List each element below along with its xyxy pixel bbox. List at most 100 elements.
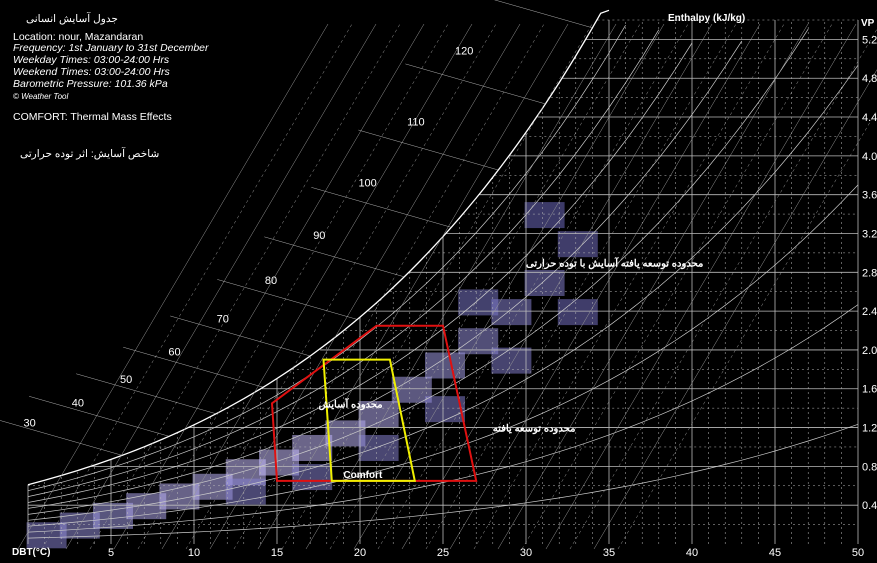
x-tick-label: 5 [108, 547, 114, 559]
rh-curve [27, 423, 859, 539]
vp-tick-label: 4.8 [862, 73, 877, 85]
enthalpy-line [617, 109, 877, 550]
rh-curve [27, 40, 743, 509]
enthalpy-leader [311, 187, 452, 228]
enthalpy-tick-label: 80 [265, 275, 277, 287]
enthalpy-tick-label: 30 [23, 417, 35, 429]
comfort-zones [270, 324, 478, 482]
rh-curve [27, 184, 859, 527]
enthalpy-axis-title: Enthalpy (kJ/kg) [668, 13, 746, 24]
zone-annotation: محدوده توسعه یافته [493, 424, 576, 435]
enthalpy-tick-label: 60 [168, 346, 180, 358]
enthalpy-line [353, 23, 665, 550]
pressure-text: Barometric Pressure: 101.36 kPa [13, 78, 168, 90]
enthalpy-line [305, 23, 617, 550]
enthalpy-leader [170, 315, 311, 357]
enthalpy-tick-label: 40 [72, 398, 84, 410]
saturation-curve [27, 9, 610, 486]
vp-tick-label: 0.4 [862, 500, 877, 512]
vp-tick-label: 2.0 [862, 345, 877, 357]
vp-tick-label: 5.2 [862, 34, 877, 46]
vp-axis-title: VP [861, 18, 875, 29]
enthalpy-leader [405, 63, 546, 105]
enthalpy-line [257, 23, 569, 550]
location-text: Location: nour, Mazandaran [13, 31, 144, 43]
enthalpy-line [545, 23, 857, 550]
enthalpy-leader [123, 346, 264, 388]
enthalpy-line [593, 69, 877, 550]
enthalpy-leader [76, 373, 217, 414]
enthalpy-tick-label: 50 [120, 374, 132, 386]
zone-annotation: Comfort [343, 470, 383, 481]
vp-tick-label: 4.4 [862, 112, 877, 124]
climate-density-cell [225, 478, 266, 505]
enthalpy-tick-label: 100 [358, 177, 376, 189]
x-tick-label: 10 [188, 547, 200, 559]
vp-tick-label: 4.0 [862, 151, 877, 163]
axis-labels: 5 10 15 20 25 30 35 40 45 50 0.4 0.8 1.2 1.6 2.0 2.4 2.8… [23, 34, 877, 559]
rh-curve [27, 304, 859, 533]
x-tick-label: 30 [520, 547, 532, 559]
climate-density-cell [524, 270, 565, 296]
enthalpy-line [401, 23, 713, 550]
zone-annotation: محدوده توسعه یافته آسایش با توده حرارتی [526, 257, 703, 270]
enthalpy-leader [29, 396, 170, 437]
enthalpy-line [425, 23, 737, 550]
vp-tick-label: 0.8 [862, 461, 877, 473]
comfort-mode-text: COMFORT: Thermal Mass Effects [13, 111, 172, 123]
chart-grid [0, 0, 877, 550]
x-tick-label: 40 [686, 547, 698, 559]
enthalpy-tick-label: 120 [455, 46, 473, 58]
zone-annotation: محدوده آسایش [319, 397, 383, 410]
x-tick-label: 50 [852, 547, 864, 559]
rh-curve [27, 29, 660, 497]
credit-text: © Weather Tool [13, 92, 69, 101]
enthalpy-line [521, 23, 833, 550]
enthalpy-leader [217, 279, 358, 320]
vp-tick-label: 1.6 [862, 384, 877, 396]
enthalpy-leader [494, 0, 593, 29]
x-tick-label: 20 [354, 547, 366, 559]
vp-tick-label: 3.6 [862, 190, 877, 202]
enthalpy-line [209, 23, 521, 550]
vp-tick-label: 2.8 [862, 267, 877, 279]
enthalpy-line [113, 23, 425, 550]
x-axis-title: DBT(°C) [12, 547, 51, 558]
weekday-text: Weekday Times: 03:00-24:00 Hrs [13, 54, 170, 66]
enthalpy-line [497, 23, 809, 550]
x-tick-label: 45 [769, 547, 781, 559]
x-tick-label: 15 [271, 547, 283, 559]
climate-density-cell [358, 434, 399, 461]
climate-density-cell [557, 299, 598, 326]
x-tick-label: 25 [437, 547, 449, 559]
x-tick-label: 35 [603, 547, 615, 559]
frequency-text: Frequency: 1st January to 31st December [13, 42, 209, 54]
enthalpy-tick-label: 90 [313, 230, 325, 242]
enthalpy-leader [358, 129, 499, 171]
climate-density-cell [491, 347, 532, 374]
weekend-text: Weekend Times: 03:00-24:00 Hrs [13, 66, 170, 78]
rh-curve [27, 28, 809, 515]
zone-polygon [270, 324, 478, 482]
chart-title-fa: جدول آسایش انسانی [26, 13, 118, 25]
climate-density-cell [524, 202, 565, 229]
comfort-index-fa: شاخص آسایش: اثر توده حرارتی [20, 148, 160, 160]
enthalpy-tick-label: 70 [217, 313, 229, 325]
vp-tick-label: 2.4 [862, 306, 877, 318]
climate-density-cell [425, 352, 465, 379]
enthalpy-line [185, 23, 497, 550]
enthalpy-line [233, 23, 545, 550]
enthalpy-line [449, 23, 761, 550]
enthalpy-tick-label: 110 [407, 116, 425, 128]
enthalpy-leader [0, 420, 123, 456]
vp-tick-label: 3.2 [862, 228, 877, 240]
enthalpy-line [473, 23, 785, 550]
enthalpy-line [17, 23, 329, 550]
rh-curve [27, 42, 693, 503]
zone-polygon [322, 358, 417, 482]
enthalpy-leader [264, 236, 405, 278]
enthalpy-line [65, 23, 377, 550]
enthalpy-line [161, 23, 473, 550]
